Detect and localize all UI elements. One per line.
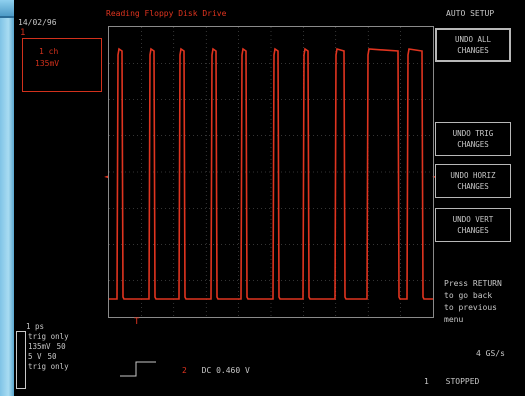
undo-trig-button[interactable]: UNDO TRIG CHANGES	[435, 122, 511, 156]
trigger-row: 5 V 50	[18, 352, 75, 362]
coupling-value: DC 0.460 V	[201, 366, 250, 375]
level-marker-left: ◄	[104, 172, 109, 181]
window-side-border	[0, 0, 14, 396]
channel-box-line2: 135mV	[35, 59, 60, 68]
help-line: to previous	[444, 303, 497, 312]
channel-marker: 1	[20, 28, 26, 38]
channel-box-line1: 1 ch	[39, 47, 59, 56]
trigger-row-cell: trig only	[28, 332, 69, 341]
channel-tag-strip	[16, 331, 26, 389]
undo-horiz-label-2: CHANGES	[457, 182, 489, 191]
status-state: STOPPED	[445, 377, 480, 386]
channel-coupling: 2 DC 0.460 V	[182, 366, 250, 375]
level-marker-right: ◄	[432, 172, 437, 181]
undo-all-label-2: CHANGES	[457, 46, 489, 55]
graticule-lines	[109, 27, 433, 317]
trigger-row-cell: 135mV	[28, 342, 51, 351]
trigger-row: trig only	[18, 362, 75, 372]
signal-trace	[109, 47, 433, 300]
acquisition-status: 1 STOPPED	[424, 377, 491, 386]
help-line: to go back	[444, 291, 493, 300]
trigger-row-cell: trig only	[28, 362, 69, 371]
help-line: menu	[444, 315, 464, 324]
date-display: 14/02/96	[18, 18, 57, 27]
waveform-svg	[109, 27, 433, 317]
undo-all-button[interactable]: UNDO ALL CHANGES	[435, 28, 511, 62]
screen-title: Reading Floppy Disk Drive	[106, 9, 227, 18]
oscilloscope-screen: 14/02/96 Reading Floppy Disk Drive AUTO …	[14, 0, 525, 396]
undo-vert-button[interactable]: UNDO VERT CHANGES	[435, 208, 511, 242]
trigger-row-cell: 5 V	[28, 352, 42, 361]
undo-horiz-label-1: UNDO HORIZ	[450, 171, 496, 180]
help-line: Press RETURN	[444, 279, 502, 288]
trigger-info: 1 ps trig only 135mV 50 5 V 50 trig only	[18, 322, 75, 372]
status-channel: 1	[424, 377, 429, 386]
help-text: Press RETURN to go back to previous menu	[444, 278, 502, 326]
timebase-label: 1 ps	[26, 322, 45, 331]
trigger-position-marker: T	[134, 317, 140, 327]
undo-all-label-1: UNDO ALL	[454, 35, 492, 44]
sample-rate: 4 GS/s	[476, 349, 505, 358]
coupling-channel: 2	[182, 366, 187, 375]
undo-horiz-button[interactable]: UNDO HORIZ CHANGES	[435, 164, 511, 198]
undo-trig-label-1: UNDO TRIG	[452, 129, 494, 138]
trigger-row: 135mV 50	[18, 342, 75, 352]
undo-vert-label-1: UNDO VERT	[452, 215, 494, 224]
undo-trig-label-2: CHANGES	[457, 140, 489, 149]
waveform-graticule	[108, 26, 434, 318]
channel-settings-box[interactable]: 1 ch 135mV	[22, 38, 102, 92]
undo-vert-label-2: CHANGES	[457, 226, 489, 235]
trigger-row-cell: 50	[56, 342, 66, 351]
menu-title: AUTO SETUP	[446, 9, 495, 18]
edge-trigger-icon	[120, 361, 156, 377]
trigger-row: trig only	[18, 332, 75, 342]
trigger-row-cell: 50	[47, 352, 57, 361]
